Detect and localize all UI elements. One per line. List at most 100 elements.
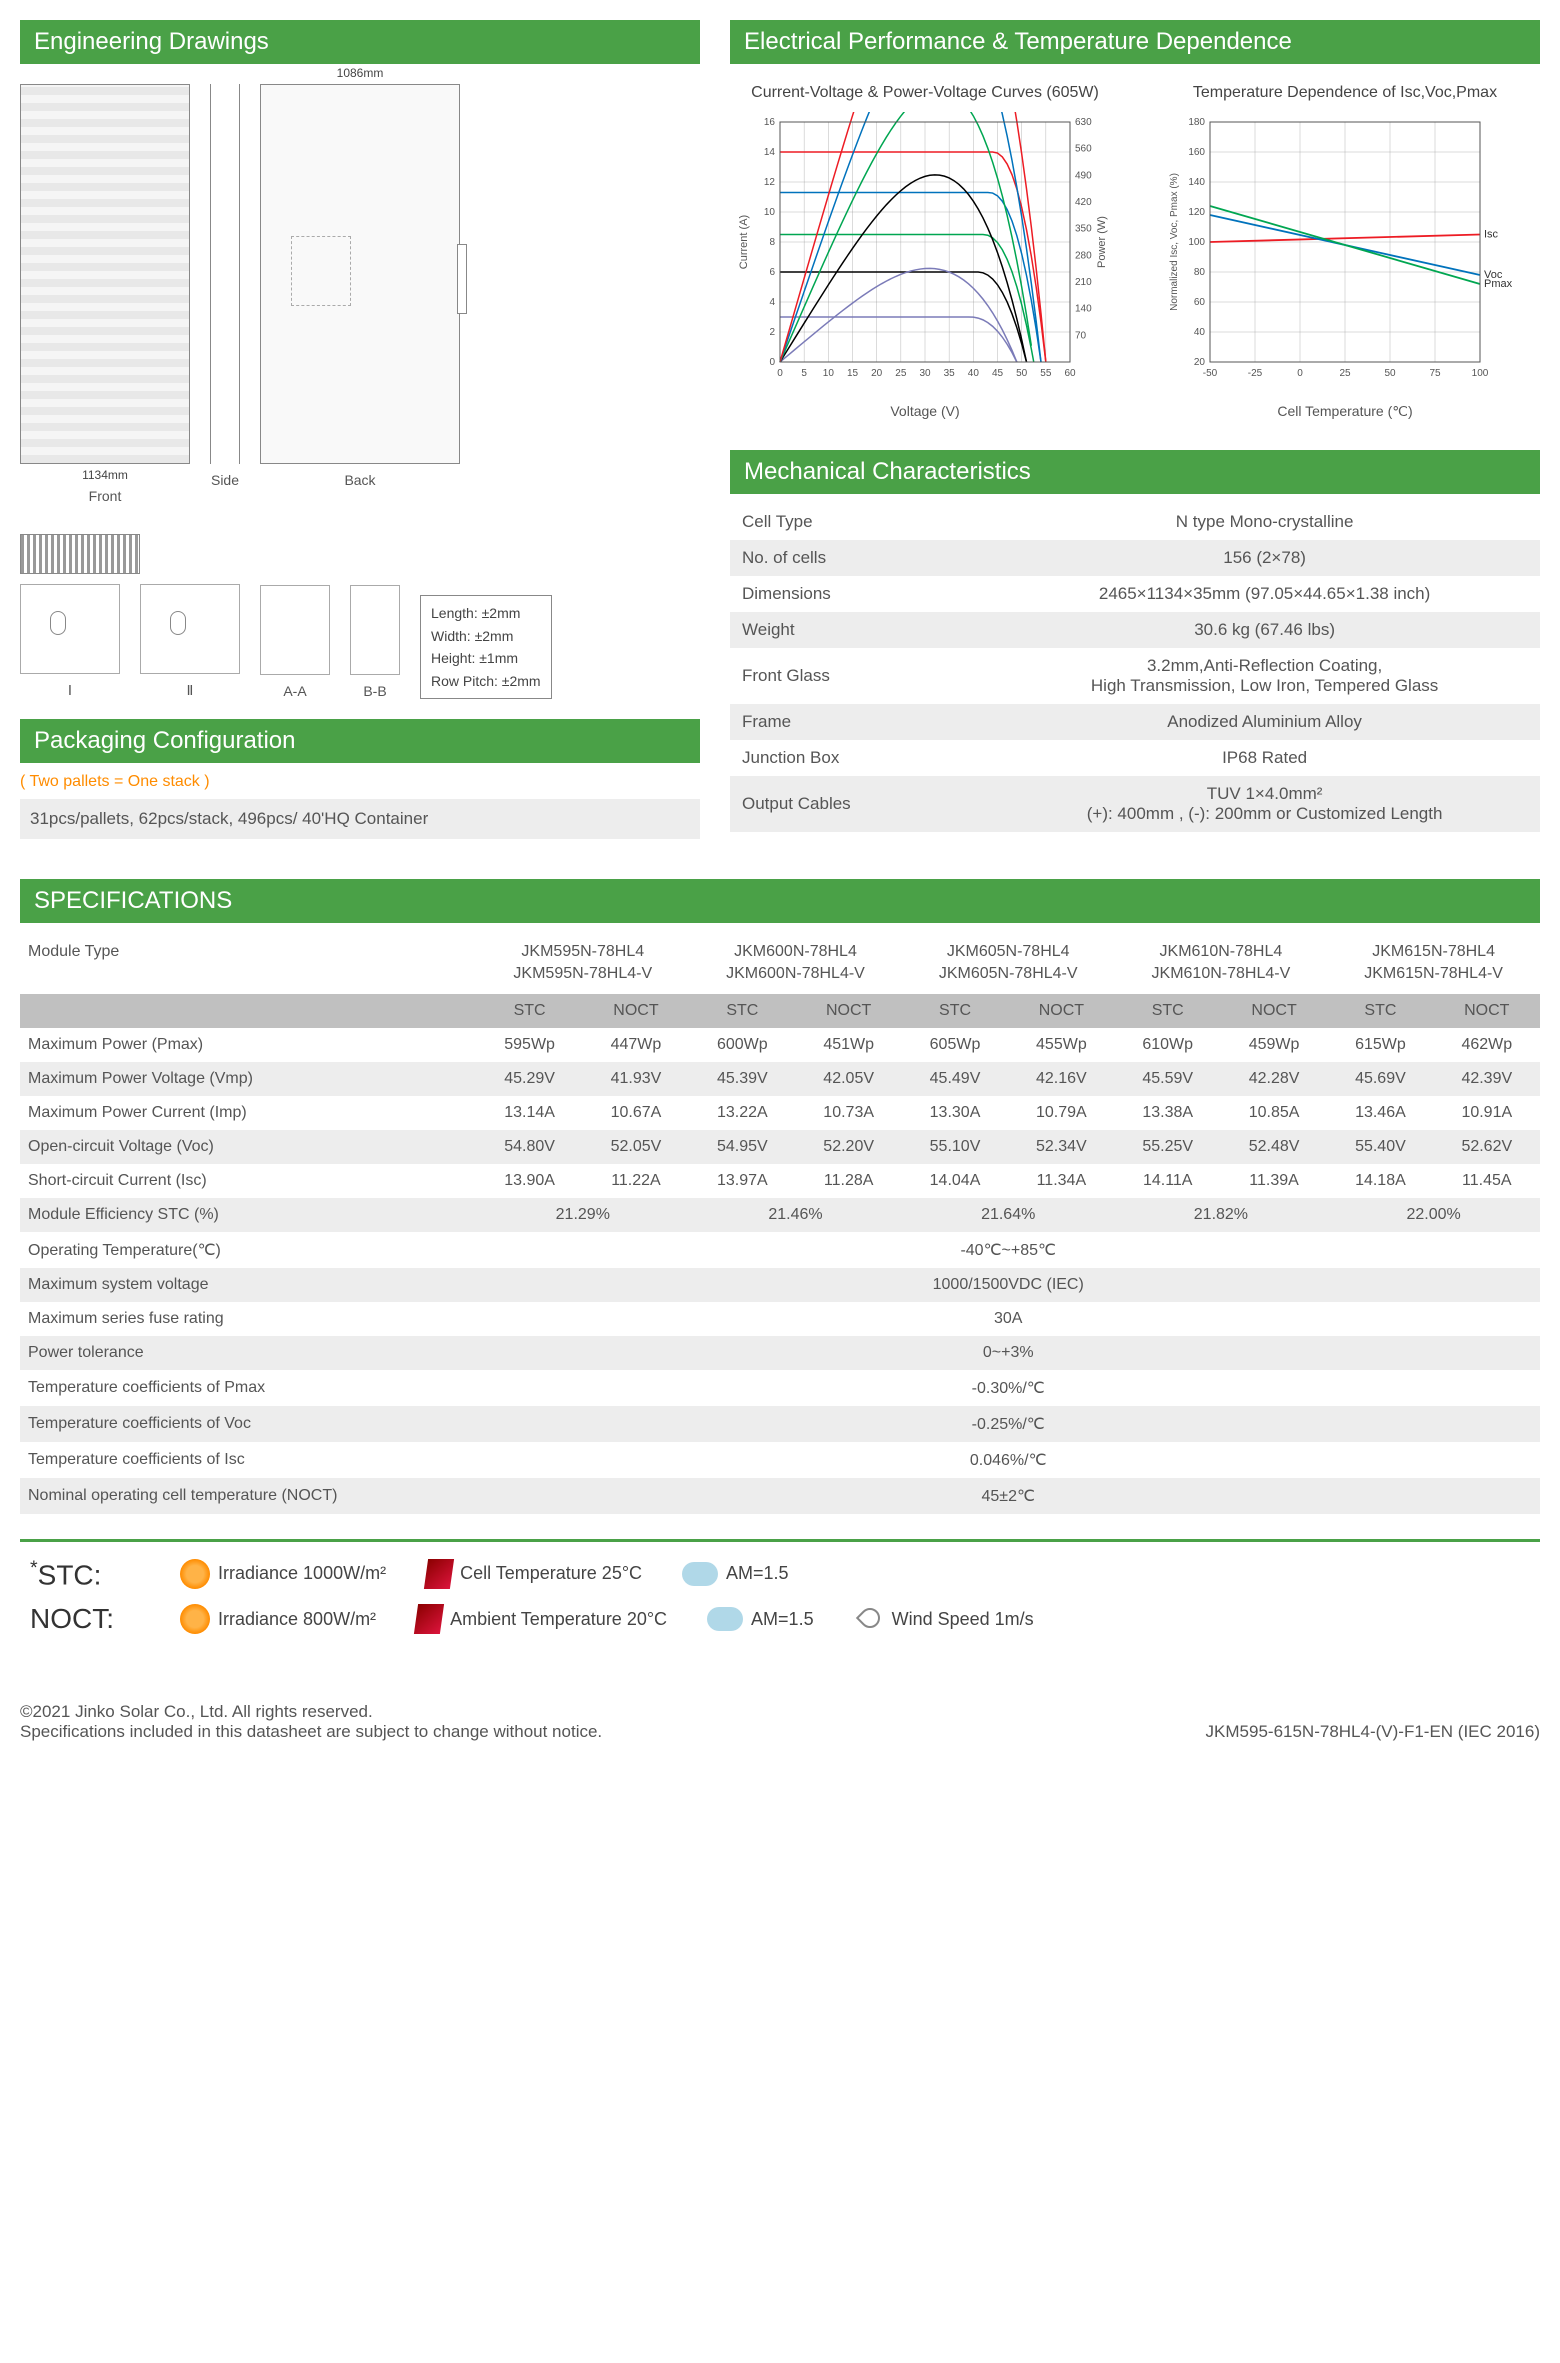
tol-width: Width: ±2mm	[431, 625, 541, 647]
mechanical-table: Cell TypeN type Mono-crystallineNo. of c…	[730, 504, 1540, 832]
spec-cell: 10.79A	[1008, 1096, 1114, 1130]
mech-label: Frame	[730, 704, 989, 740]
svg-text:60: 60	[1194, 297, 1206, 308]
spec-cell: 10.85A	[1221, 1096, 1327, 1130]
spec-cell: 13.22A	[689, 1096, 795, 1130]
svg-text:120: 120	[1188, 207, 1205, 218]
spec-cell: 42.28V	[1221, 1062, 1327, 1096]
svg-text:210: 210	[1075, 277, 1092, 288]
tolerances-box: Length: ±2mm Width: ±2mm Height: ±1mm Ro…	[420, 595, 552, 699]
mech-label: Front Glass	[730, 648, 989, 704]
mech-value: 2465×1134×35mm (97.05×44.65×1.38 inch)	[989, 576, 1540, 612]
spec-cell: 455Wp	[1008, 1028, 1114, 1062]
temp-xlabel: Cell Temperature (℃)	[1150, 403, 1540, 420]
footer-copyright: ©2021 Jinko Solar Co., Ltd. All rights r…	[20, 1702, 602, 1722]
iv-chart-title: Current-Voltage & Power-Voltage Curves (…	[730, 84, 1120, 102]
svg-text:40: 40	[1194, 327, 1206, 338]
mech-value: IP68 Rated	[989, 740, 1540, 776]
dim-height: 2465mm	[0, 258, 2, 305]
svg-text:45: 45	[992, 368, 1004, 379]
spec-cell: 21.46%	[689, 1198, 902, 1232]
noct-irr: Irradiance 800W/m²	[218, 1609, 376, 1630]
svg-text:100: 100	[1188, 237, 1205, 248]
svg-text:15: 15	[847, 368, 859, 379]
svg-text:Pmax: Pmax	[1484, 278, 1513, 290]
spec-row-label: Module Type	[20, 933, 476, 994]
header-packaging: Packaging Configuration	[20, 719, 700, 763]
spec-row-label: Module Efficiency STC (%)	[20, 1198, 476, 1232]
wind-icon	[854, 1606, 884, 1632]
panel-icon	[424, 1559, 454, 1589]
spec-cell: 13.97A	[689, 1164, 795, 1198]
spec-cell: 1000/1500VDC (IEC)	[476, 1268, 1540, 1302]
spec-cell: 42.16V	[1008, 1062, 1114, 1096]
spec-cell: 11.34A	[1008, 1164, 1114, 1198]
profile-label-aa: A-A	[260, 683, 330, 699]
svg-text:-25: -25	[1248, 368, 1263, 379]
sun-icon	[180, 1559, 210, 1589]
spec-cell: 11.28A	[795, 1164, 901, 1198]
spec-table: Module TypeJKM595N-78HL4JKM595N-78HL4-VJ…	[20, 933, 1540, 1514]
spec-cell: 595Wp	[476, 1028, 582, 1062]
svg-text:30: 30	[919, 368, 931, 379]
noct-temp: Ambient Temperature 20°C	[450, 1609, 667, 1630]
spec-row-label: Short-circuit Current (Isc)	[20, 1164, 476, 1198]
header-electrical: Electrical Performance & Temperature Dep…	[730, 20, 1540, 64]
svg-text:55: 55	[1040, 368, 1052, 379]
spec-cell: 45.29V	[476, 1062, 582, 1096]
spec-cell: 52.20V	[795, 1130, 901, 1164]
spec-row-label: Power tolerance	[20, 1336, 476, 1370]
svg-text:Power (W): Power (W)	[1096, 216, 1108, 268]
svg-text:35: 35	[944, 368, 956, 379]
mech-value: Anodized Aluminium Alloy	[989, 704, 1540, 740]
mech-label: Junction Box	[730, 740, 989, 776]
spec-cell: 11.39A	[1221, 1164, 1327, 1198]
spec-cell: 30A	[476, 1302, 1540, 1336]
stc-temp: Cell Temperature 25°C	[460, 1563, 642, 1584]
svg-text:-50: -50	[1203, 368, 1218, 379]
svg-text:75: 75	[1429, 368, 1441, 379]
noct-am: AM=1.5	[751, 1609, 814, 1630]
mech-value: 30.6 kg (67.46 lbs)	[989, 612, 1540, 648]
spec-cell: 21.64%	[902, 1198, 1115, 1232]
spec-cell: 10.67A	[583, 1096, 689, 1130]
spec-cell: STC	[902, 994, 1008, 1028]
spec-cell: JKM605N-78HL4JKM605N-78HL4-V	[902, 933, 1115, 994]
spec-cell: STC	[1115, 994, 1221, 1028]
svg-text:5: 5	[801, 368, 807, 379]
footer-disclaimer: Specifications included in this datashee…	[20, 1722, 602, 1742]
spec-row-label: Maximum system voltage	[20, 1268, 476, 1302]
spec-cell: 55.40V	[1327, 1130, 1433, 1164]
spec-cell: 447Wp	[583, 1028, 689, 1062]
svg-text:Normalized Isc, Voc, Pmax (%): Normalized Isc, Voc, Pmax (%)	[1169, 173, 1180, 311]
spec-row-label: Open-circuit Voltage (Voc)	[20, 1130, 476, 1164]
stc-irr: Irradiance 1000W/m²	[218, 1563, 386, 1584]
cloud-icon	[707, 1607, 743, 1631]
spec-cell: 45.39V	[689, 1062, 795, 1096]
packaging-text: 31pcs/pallets, 62pcs/stack, 496pcs/ 40'H…	[20, 799, 700, 839]
stc-am: AM=1.5	[726, 1563, 789, 1584]
profile-bb	[350, 585, 400, 675]
profile-aa	[260, 585, 330, 675]
panel-icon	[414, 1604, 444, 1634]
svg-text:140: 140	[1188, 177, 1205, 188]
spec-cell: 13.30A	[902, 1096, 1008, 1130]
svg-text:12: 12	[764, 177, 776, 188]
svg-text:100: 100	[1472, 368, 1489, 379]
spec-cell: 13.38A	[1115, 1096, 1221, 1130]
spec-cell: 54.80V	[476, 1130, 582, 1164]
tol-length: Length: ±2mm	[431, 602, 541, 624]
drawing-side	[210, 84, 240, 464]
svg-text:0: 0	[777, 368, 783, 379]
iv-chart: 0510152025303540455055600246810121416701…	[730, 112, 1120, 392]
svg-text:10: 10	[823, 368, 835, 379]
spec-cell: NOCT	[583, 994, 689, 1028]
spec-cell: 52.05V	[583, 1130, 689, 1164]
sun-icon	[180, 1604, 210, 1634]
svg-text:20: 20	[871, 368, 883, 379]
svg-text:80: 80	[1194, 267, 1206, 278]
spec-cell: 462Wp	[1434, 1028, 1540, 1062]
spec-cell: 451Wp	[795, 1028, 901, 1062]
label-front: Front	[20, 488, 190, 504]
drawing-back	[260, 84, 460, 464]
